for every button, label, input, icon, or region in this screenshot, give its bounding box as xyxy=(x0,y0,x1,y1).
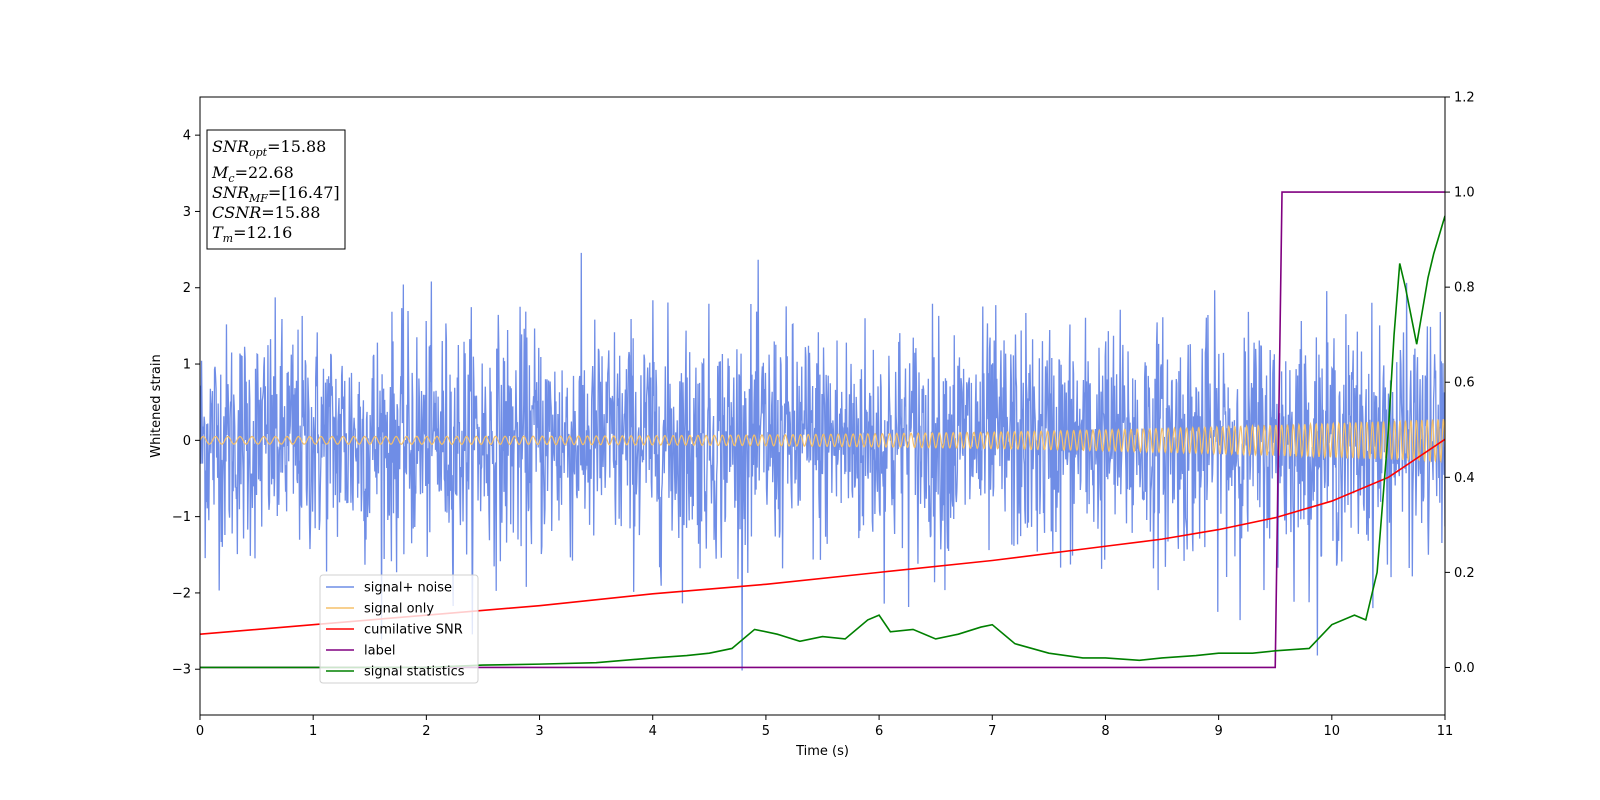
annotation-line: CSNR=15.88 xyxy=(212,203,320,222)
y2-tick-label: 0.6 xyxy=(1454,376,1475,391)
y2-tick-label: 1.0 xyxy=(1454,186,1475,201)
x-tick-label: 4 xyxy=(649,724,657,739)
legend: signal+ noise signal only cumilative SNR la… xyxy=(319,574,479,684)
y-axis-label: Whitened strain xyxy=(149,354,164,457)
y2-tick-label: 0.8 xyxy=(1454,281,1475,296)
x-tick-label: 2 xyxy=(422,724,430,739)
series-line-signal-statistics xyxy=(200,215,1445,669)
y-tick-label: −2 xyxy=(172,586,191,601)
x-tick-label: 5 xyxy=(762,724,770,739)
y-tick-label: −3 xyxy=(172,663,191,678)
y2-tick-label: 0.0 xyxy=(1454,661,1475,676)
annotation-box: SNRopt=15.88 Mc=22.68SNRMF=[16.47]CSNR=15… xyxy=(206,129,346,250)
y2-tick-label: 0.2 xyxy=(1454,566,1475,581)
y-tick-label: 1 xyxy=(183,358,191,373)
y-tick-label: 0 xyxy=(183,434,191,449)
legend-entry-label: label xyxy=(364,644,395,659)
series-line-signal-noise xyxy=(200,252,1445,671)
x-tick-label: 8 xyxy=(1101,724,1109,739)
y-tick-label: 3 xyxy=(183,205,191,220)
x-axis-label: Time (s) xyxy=(795,744,849,759)
annotation-line: Mc=22.68 xyxy=(211,163,294,185)
series-line-signal-only xyxy=(200,418,1445,464)
x-tick-label: 3 xyxy=(535,724,543,739)
annotation-frame xyxy=(206,129,346,250)
annotation-line: SNRMF=[16.47] xyxy=(212,183,340,205)
y2-tick-label: 0.4 xyxy=(1454,471,1475,486)
x-tick-label: 10 xyxy=(1324,724,1341,739)
legend-entry-label: signal statistics xyxy=(364,665,465,680)
y-tick-label: −1 xyxy=(172,510,191,525)
y-tick-label: 4 xyxy=(183,129,191,144)
x-tick-label: 1 xyxy=(309,724,317,739)
legend-entry-label: signal+ noise xyxy=(364,581,452,596)
annotation-line: Tm=12.16 xyxy=(212,223,292,245)
x-tick-label: 9 xyxy=(1214,724,1222,739)
plot-frame xyxy=(199,96,1446,716)
legend-entry-label: signal only xyxy=(364,602,434,617)
annotation-line: SNRopt=15.88 xyxy=(212,137,326,159)
x-tick-label: 0 xyxy=(196,724,204,739)
y-tick-label: 2 xyxy=(183,281,191,296)
x-tick-label: 6 xyxy=(875,724,883,739)
x-tick-label: 11 xyxy=(1437,724,1454,739)
legend-entry-label: cumilative SNR xyxy=(364,623,463,638)
legend-frame xyxy=(319,574,479,684)
x-tick-label: 7 xyxy=(988,724,996,739)
series-line-label xyxy=(200,191,1445,669)
y2-tick-label: 1.2 xyxy=(1454,91,1475,106)
